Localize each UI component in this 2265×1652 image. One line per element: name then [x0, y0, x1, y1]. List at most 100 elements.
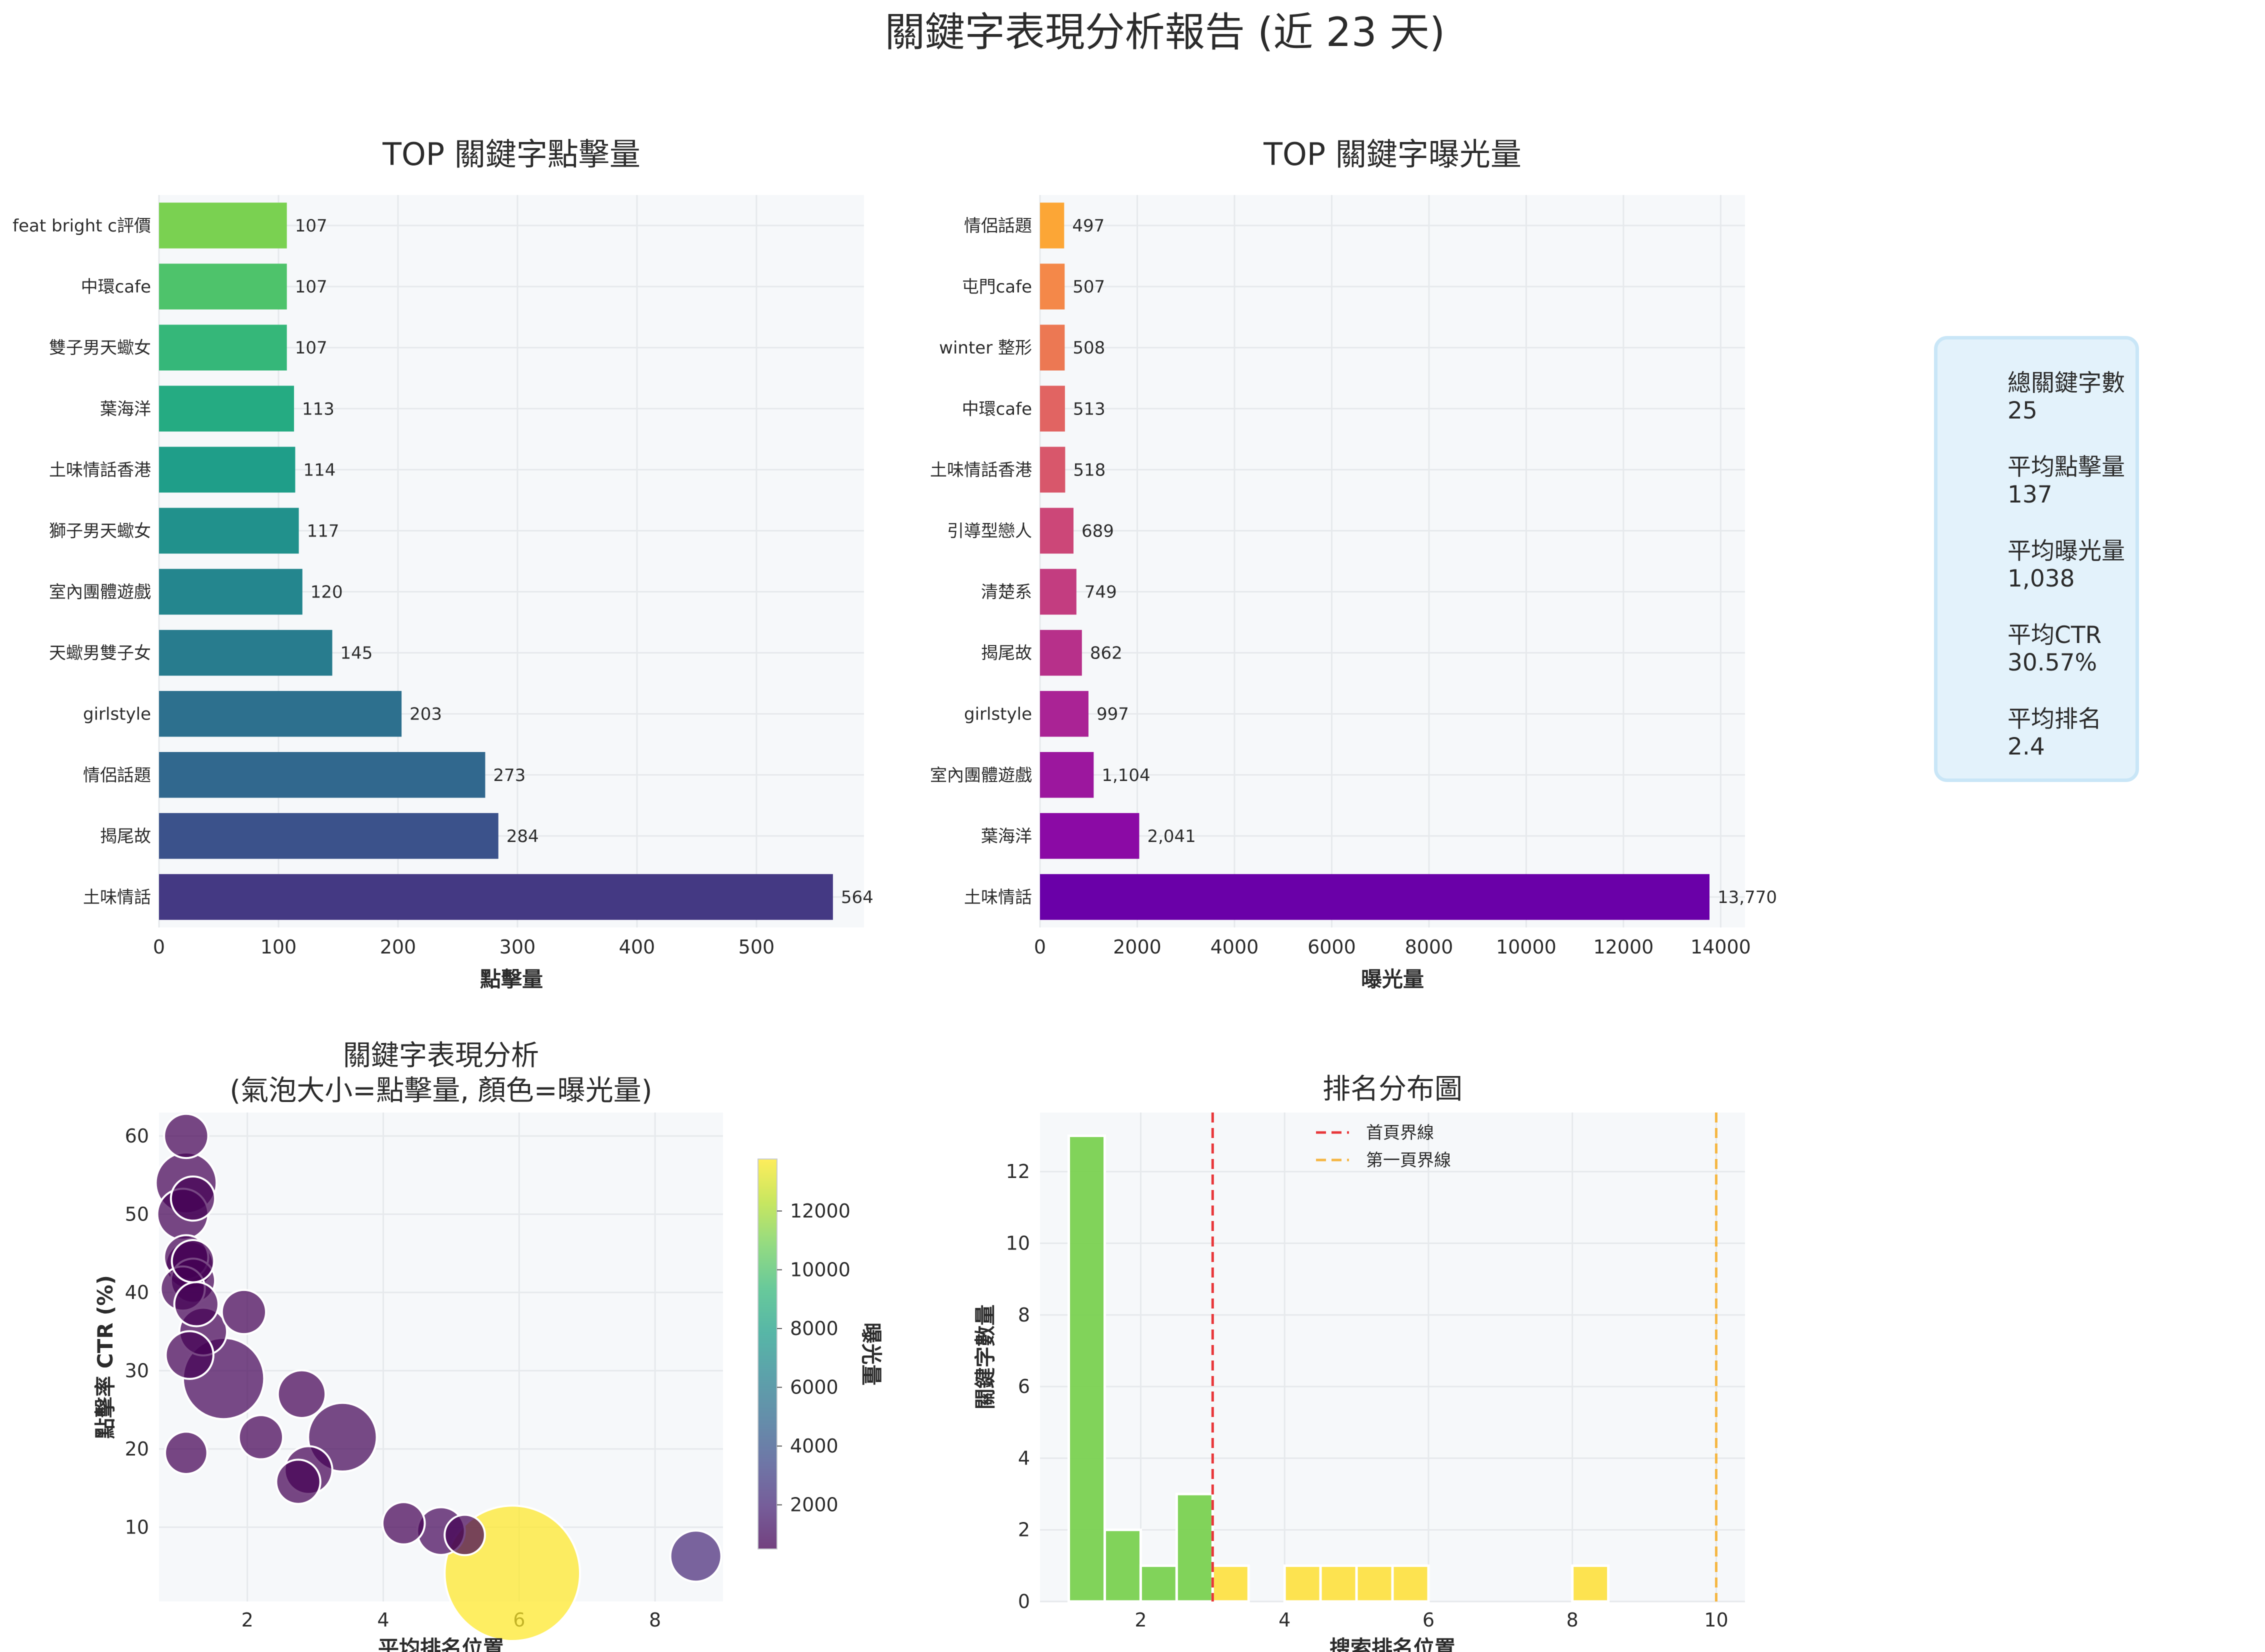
- stat-label: 平均曝光量: [2008, 538, 2125, 565]
- x-tick-label: 14000: [1690, 936, 1751, 958]
- bubble-point: [173, 1281, 220, 1328]
- bar-value-label: 145: [340, 644, 373, 664]
- y-axis-label: 點擊率 CTR (%): [93, 1275, 118, 1439]
- y-tick-label: 60: [125, 1125, 149, 1147]
- bar: [1040, 264, 1065, 310]
- y-tick-label: 50: [125, 1203, 149, 1225]
- bar-value-label: 513: [1073, 399, 1106, 419]
- histogram-bar: [1283, 1564, 1322, 1603]
- x-tick-label: 400: [619, 936, 656, 958]
- colorbar-tick-label: 12000: [790, 1200, 850, 1222]
- histogram-bar: [1068, 1134, 1106, 1603]
- bar-value-label: 284: [506, 826, 539, 846]
- x-tick-label: 0: [1034, 936, 1046, 958]
- y-tick-label: 雙子男天蠍女: [49, 338, 151, 358]
- bar-value-label: 120: [310, 582, 343, 602]
- bar-value-label: 749: [1084, 582, 1117, 602]
- chart-title: TOP 關鍵字曝光量: [1263, 136, 1522, 172]
- bubble-point: [163, 1112, 210, 1160]
- bar: [159, 446, 296, 493]
- y-tick-label: 屯門cafe: [962, 277, 1032, 297]
- bubble-point: [275, 1458, 322, 1505]
- bar: [159, 324, 287, 370]
- x-tick-label: 4: [1278, 1609, 1290, 1631]
- y-tick-label: 0: [1018, 1590, 1030, 1612]
- x-axis-label: 曝光量: [1361, 967, 1424, 992]
- bar: [159, 264, 287, 310]
- x-tick-label: 10000: [1496, 936, 1556, 958]
- y-tick-label: 6: [1018, 1376, 1030, 1398]
- x-tick-label: 500: [738, 936, 775, 958]
- bar: [159, 568, 302, 615]
- bar-value-label: 114: [303, 460, 336, 480]
- y-tick-label: 葉海洋: [100, 399, 151, 419]
- bar-value-label: 508: [1072, 338, 1105, 358]
- y-tick-label: 引導型戀人: [947, 521, 1032, 541]
- colorbar-label: 曝光量: [859, 1322, 884, 1386]
- bar-value-label: 113: [302, 399, 334, 419]
- bubble-point: [164, 1330, 214, 1380]
- bar: [159, 202, 287, 248]
- stat-avg-impressions: 平均曝光量 1,038: [2008, 538, 2136, 592]
- bar: [1040, 690, 1088, 737]
- stat-label: 平均點擊量: [2008, 454, 2125, 481]
- y-tick-label: 土味情話香港: [49, 460, 151, 480]
- stat-value: 2.4: [2008, 733, 2045, 760]
- x-axis-label: 點擊量: [480, 967, 543, 992]
- y-tick-label: 葉海洋: [981, 826, 1032, 846]
- histogram-bar: [1319, 1564, 1358, 1603]
- stat-label: 總關鍵字數: [2008, 370, 2125, 397]
- histogram-bar: [1391, 1564, 1430, 1603]
- bar-value-label: 13,770: [1718, 888, 1777, 908]
- bar: [159, 386, 294, 432]
- x-tick-label: 8: [1566, 1609, 1578, 1631]
- stat-value: 137: [2008, 481, 2052, 508]
- bar-value-label: 117: [307, 521, 340, 541]
- y-tick-label: 10: [1006, 1232, 1030, 1254]
- stat-avg-rank: 平均排名 2.4: [2008, 706, 2136, 760]
- y-tick-label: 12: [1006, 1160, 1030, 1182]
- y-tick-label: 情侶話題: [964, 216, 1032, 236]
- y-tick-label: 中環cafe: [81, 277, 151, 297]
- y-axis-label: 關鍵字數量: [973, 1304, 998, 1410]
- stat-total-keywords: 總關鍵字數 25: [2008, 370, 2136, 424]
- plot-area: [159, 195, 864, 928]
- colorbar: [758, 1158, 778, 1550]
- legend-label: 首頁界線: [1366, 1123, 1434, 1143]
- y-tick-label: 10: [125, 1516, 149, 1538]
- y-tick-label: 土味情話: [964, 888, 1032, 908]
- bubble-point: [381, 1501, 426, 1546]
- colorbar-tick-label: 6000: [790, 1376, 838, 1398]
- y-tick-label: 30: [125, 1360, 149, 1382]
- x-tick-label: 0: [153, 936, 165, 958]
- colorbar-tick-label: 8000: [790, 1318, 838, 1340]
- bar: [159, 874, 833, 920]
- bar: [1040, 813, 1140, 859]
- y-tick-label: 天蠍男雙子女: [49, 644, 151, 664]
- y-tick-label: 室內團體遊戲: [930, 766, 1032, 786]
- chart-title: TOP 關鍵字點擊量: [382, 136, 640, 172]
- x-tick-label: 10: [1704, 1609, 1728, 1631]
- bar: [1040, 446, 1066, 493]
- bar-value-label: 689: [1082, 521, 1114, 541]
- histogram-bar: [1355, 1564, 1394, 1603]
- bubble-point: [220, 1288, 268, 1336]
- colorbar-tick-label: 2000: [790, 1494, 838, 1516]
- bar-value-label: 862: [1090, 644, 1122, 664]
- chart-title-line: (氣泡大小=點擊量, 顏色=曝光量): [230, 1074, 652, 1107]
- y-tick-label: feat bright c評價: [12, 216, 151, 236]
- stat-avg-ctr: 平均CTR 30.57%: [2008, 622, 2136, 676]
- bar-value-label: 507: [1072, 277, 1105, 297]
- stat-label: 平均CTR: [2008, 622, 2102, 649]
- summary-stats-box: 總關鍵字數 25 平均點擊量 137 平均曝光量 1,038 平均CTR 30.…: [1934, 336, 2139, 782]
- x-tick-label: 2: [242, 1609, 254, 1631]
- plot-area: [1040, 1112, 1745, 1602]
- y-tick-label: winter 整形: [939, 338, 1032, 358]
- y-tick-label: 情侶話題: [83, 766, 151, 786]
- histogram-bar: [1571, 1564, 1610, 1603]
- bar: [1040, 324, 1065, 370]
- x-tick-label: 2: [1134, 1609, 1146, 1631]
- bar-value-label: 203: [410, 704, 442, 724]
- y-tick-label: 清楚系: [981, 582, 1032, 602]
